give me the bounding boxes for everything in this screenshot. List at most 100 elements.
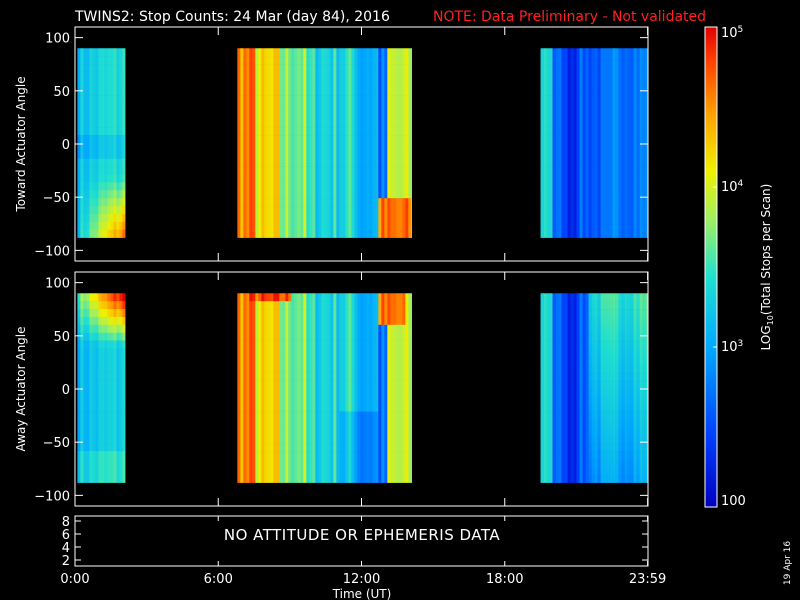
heatmap-cell: [315, 190, 319, 199]
heatmap-cell: [116, 135, 120, 144]
heatmap-cell: [594, 380, 598, 389]
heatmap-cell: [113, 419, 117, 428]
heatmap-cell: [387, 372, 391, 381]
heatmap-cell: [606, 206, 610, 215]
heatmap-cell: [546, 301, 550, 310]
heatmap-cell: [273, 380, 277, 389]
heatmap-cell: [390, 190, 394, 199]
heatmap-cell: [639, 87, 643, 96]
heatmap-cell: [345, 380, 349, 389]
heatmap-cell: [576, 198, 580, 207]
heatmap-cell: [612, 56, 616, 65]
heatmap-cell: [95, 79, 99, 89]
heatmap-cell: [396, 221, 400, 231]
heatmap-cell: [258, 372, 262, 381]
heatmap-cell: [276, 158, 280, 167]
heatmap-cell: [255, 324, 259, 334]
heatmap-cell: [86, 95, 90, 104]
heatmap-cell: [576, 87, 580, 96]
heatmap-cell: [119, 395, 123, 405]
heatmap-cell: [294, 79, 298, 89]
heatmap-cell: [366, 372, 370, 381]
heatmap-cell: [399, 103, 403, 112]
heatmap-cell: [80, 301, 84, 310]
heatmap-cell: [270, 466, 274, 476]
heatmap-cell: [558, 103, 562, 112]
heatmap-cell: [333, 182, 337, 191]
heatmap-cell: [402, 182, 406, 191]
heatmap-cell: [119, 348, 123, 357]
heatmap-cell: [336, 71, 340, 81]
heatmap-cell: [363, 150, 367, 160]
heatmap-cell: [633, 127, 637, 136]
heatmap-cell: [582, 56, 586, 65]
heatmap-cell: [119, 309, 123, 318]
heatmap-cell: [273, 221, 277, 231]
heatmap-cell: [252, 451, 256, 460]
heatmap-cell: [77, 380, 81, 389]
heatmap-cell: [558, 198, 562, 207]
heatmap-cell: [390, 427, 394, 436]
heatmap-cell: [246, 213, 250, 223]
heatmap-cell: [116, 451, 120, 460]
heatmap-cell: [594, 71, 598, 81]
heatmap-cell: [624, 71, 628, 81]
heatmap-cell: [240, 435, 244, 444]
heatmap-cell: [639, 135, 643, 144]
heatmap-cell: [366, 332, 370, 341]
heatmap-cell: [86, 364, 90, 373]
heatmap-cell: [372, 150, 376, 160]
heatmap-cell: [549, 411, 553, 420]
heatmap-cell: [369, 403, 373, 412]
heatmap-cell: [546, 150, 550, 160]
heatmap-cell: [276, 198, 280, 207]
heatmap-cell: [564, 95, 568, 104]
heatmap-cell: [384, 395, 388, 405]
heatmap-cell: [621, 103, 625, 112]
heatmap-cell: [573, 387, 577, 397]
heatmap-cell: [360, 71, 364, 81]
heatmap-cell: [612, 190, 616, 199]
heatmap-cell: [369, 443, 373, 452]
heatmap-cell: [83, 150, 87, 160]
heatmap-cell: [327, 103, 331, 112]
heatmap-cell: [89, 166, 93, 175]
heatmap-cell: [291, 387, 295, 397]
heatmap-cell: [333, 206, 337, 215]
heatmap-cell: [594, 79, 598, 89]
heatmap-cell: [327, 474, 331, 483]
heatmap-cell: [80, 451, 84, 460]
heatmap-cell: [357, 372, 361, 381]
heatmap-cell: [369, 213, 373, 223]
heatmap-cell: [80, 229, 84, 238]
heatmap-cell: [86, 458, 90, 468]
heatmap-cell: [80, 87, 84, 96]
heatmap-cell: [249, 356, 253, 365]
heatmap-cell: [86, 380, 90, 389]
heatmap-cell: [101, 364, 105, 373]
heatmap-cell: [83, 103, 87, 112]
heatmap-cell: [402, 435, 406, 444]
heatmap-cell: [270, 474, 274, 483]
heatmap-cell: [330, 443, 334, 452]
heatmap-cell: [333, 316, 337, 326]
heatmap-cell: [92, 95, 96, 104]
heatmap-cell: [645, 158, 649, 167]
heatmap-cell: [345, 372, 349, 381]
heatmap-cell: [276, 127, 280, 136]
heatmap-cell: [582, 206, 586, 215]
heatmap-cell: [405, 206, 409, 215]
heatmap-cell: [104, 301, 108, 310]
heatmap-cell: [330, 427, 334, 436]
heatmap-cell: [645, 206, 649, 215]
heatmap-cell: [351, 71, 355, 81]
heatmap-cell: [107, 56, 111, 65]
heatmap-cell: [80, 213, 84, 223]
heatmap-cell: [345, 190, 349, 199]
heatmap-cell: [399, 301, 403, 310]
heatmap-cell: [552, 316, 556, 326]
heatmap-cell: [591, 198, 595, 207]
heatmap-cell: [546, 411, 550, 420]
heatmap-cell: [246, 158, 250, 167]
heatmap-cell: [576, 182, 580, 191]
